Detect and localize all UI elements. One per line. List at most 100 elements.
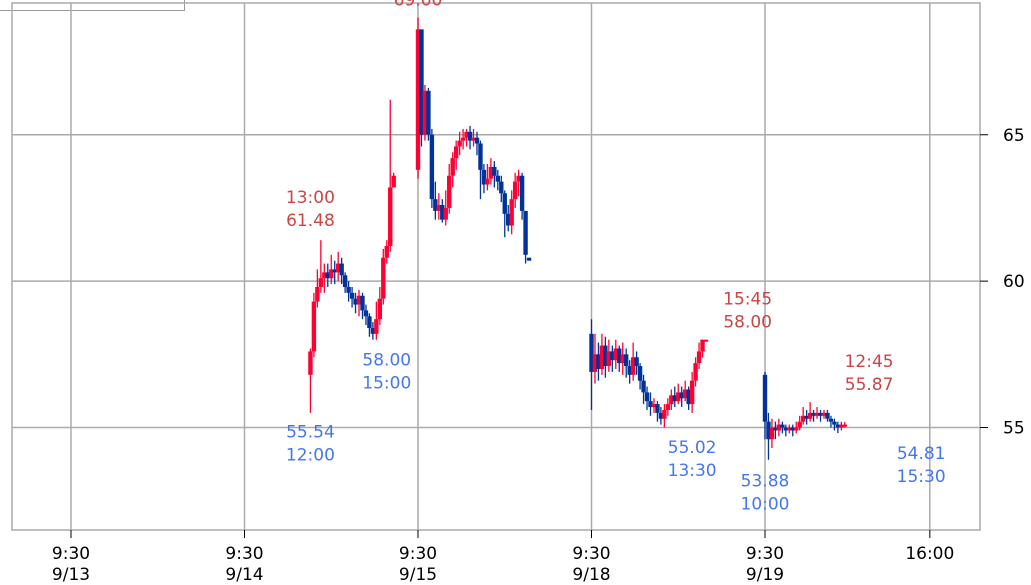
candle-body — [485, 178, 490, 185]
candle-up — [422, 84, 428, 141]
candle-up — [839, 421, 844, 431]
candle-down — [481, 164, 487, 194]
candle-up — [460, 128, 466, 150]
candle-body — [610, 351, 615, 361]
candle-body — [509, 199, 514, 226]
candle-body — [818, 412, 823, 416]
candle-up — [464, 128, 469, 147]
candle-down — [526, 257, 532, 261]
candle-body — [339, 263, 344, 276]
candle-down — [492, 161, 497, 188]
candle-body — [436, 205, 442, 211]
y-tick-label: 60 — [1003, 272, 1025, 292]
y-tick-label: 65 — [1003, 126, 1025, 146]
candle-up — [512, 172, 518, 208]
candle-down — [332, 260, 337, 285]
candle-body — [797, 421, 802, 428]
candle-up — [377, 286, 383, 326]
candle-down — [672, 386, 677, 408]
candle-body — [374, 319, 379, 334]
candle-down — [349, 286, 355, 308]
candle-body — [821, 412, 827, 416]
candle-body — [526, 257, 532, 261]
candle-up — [516, 169, 521, 197]
high-annotation: 13:00 61.48 — [286, 188, 335, 231]
candle-body — [384, 246, 389, 258]
candle-body — [370, 327, 376, 334]
candle-down — [679, 386, 684, 408]
candle-down — [818, 409, 823, 422]
candle-down — [429, 128, 435, 208]
candle-body — [603, 345, 608, 367]
candle-body — [492, 166, 497, 176]
annotation-time: 13:00 — [286, 188, 335, 208]
candle-body — [495, 175, 501, 182]
candle-body — [464, 131, 469, 138]
candle-body — [360, 295, 365, 311]
candle-body — [776, 424, 782, 431]
candle-down — [655, 401, 660, 422]
candle-body — [769, 427, 775, 440]
candle-body — [391, 175, 396, 188]
candle-up — [592, 333, 598, 384]
candle-body — [523, 210, 528, 255]
candle-down — [762, 371, 768, 440]
candle-body — [596, 354, 601, 369]
candle-down — [596, 342, 601, 381]
low-annotation: 55.02 13:30 — [668, 438, 717, 481]
y-axis-ticks: 55 60 65 — [980, 126, 1025, 439]
candle-body — [839, 424, 844, 428]
candle-up — [800, 407, 806, 425]
candle-body — [474, 137, 480, 144]
candle-body — [426, 90, 431, 135]
x-tick-label-time: 9:30 — [572, 544, 610, 564]
candle-body — [429, 134, 435, 200]
candle-body — [630, 357, 636, 375]
candle-down — [499, 175, 504, 203]
candle-body — [519, 175, 525, 211]
candle-down — [835, 421, 841, 434]
candle-body — [308, 351, 313, 375]
x-tick-label-time: 16:00 — [905, 544, 954, 564]
candle-up — [665, 398, 671, 416]
candle-up — [318, 240, 324, 293]
annotation-time: 15:00 — [362, 374, 411, 394]
candle-body — [415, 29, 421, 170]
candle-up — [599, 333, 605, 375]
candle-body — [693, 363, 698, 381]
candle-down — [346, 281, 351, 302]
annotation-value: 55.87 — [845, 375, 894, 395]
y-tick-label: 55 — [1003, 419, 1025, 439]
candle-body — [335, 263, 341, 273]
candle-down — [766, 412, 771, 460]
candle-down — [367, 313, 372, 337]
candle-body — [457, 140, 462, 147]
candle-up — [630, 342, 636, 381]
x-tick-label-date: 9/14 — [225, 565, 263, 585]
candle-up — [696, 342, 702, 369]
candle-up — [374, 301, 379, 340]
candle-up — [606, 339, 612, 372]
candle-up — [651, 398, 657, 413]
candle-up — [620, 342, 625, 375]
candle-down — [474, 131, 480, 156]
annotation-time: 13:30 — [668, 461, 717, 481]
candle-down — [825, 409, 830, 422]
candle-body — [828, 418, 834, 422]
x-tick-label-time: 9:30 — [746, 544, 784, 564]
candle-down — [360, 292, 365, 320]
candle-down — [644, 386, 650, 410]
candle-body — [773, 427, 778, 431]
candle-down — [686, 386, 691, 410]
candle-body — [703, 339, 709, 342]
candle-body — [658, 412, 664, 419]
candle-body — [634, 357, 639, 367]
candle-body — [624, 354, 629, 367]
high-annotation: 9:3069.00 — [394, 0, 443, 11]
candle-down — [783, 424, 789, 437]
candle-body — [481, 169, 487, 185]
candle-up — [821, 409, 827, 419]
candle-body — [627, 366, 632, 375]
candle-body — [669, 395, 674, 405]
x-tick-label-time: 9:30 — [225, 544, 263, 564]
